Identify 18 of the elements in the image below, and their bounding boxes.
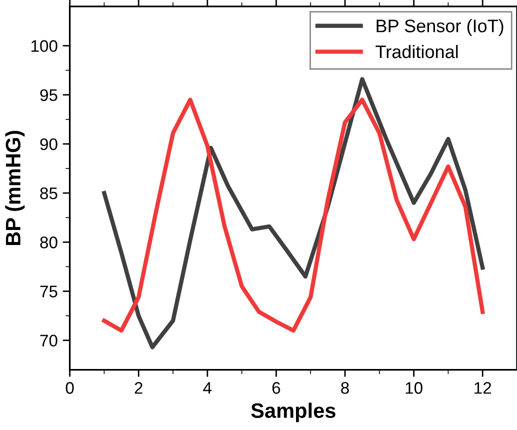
- x-tick-label: 12: [474, 382, 492, 394]
- x-tick-label: 6: [272, 382, 280, 394]
- y-tick-label: 90: [40, 138, 58, 150]
- x-axis-title: Samples: [251, 402, 336, 422]
- y-tick-label: 75: [40, 286, 58, 298]
- x-tick-label: 0: [66, 382, 74, 394]
- y-tick-label: 95: [40, 89, 58, 102]
- legend-label: Traditional: [376, 44, 458, 58]
- x-tick-label: 2: [134, 382, 142, 394]
- y-tick-label: 80: [40, 236, 58, 248]
- x-tick-label: 4: [203, 382, 212, 394]
- y-tick-label: 70: [40, 334, 58, 347]
- legend-label: BP Sensor (IoT): [376, 19, 504, 36]
- y-tick-label: 85: [40, 187, 58, 200]
- x-tick-label: 8: [341, 382, 349, 394]
- y-axis-title: BP (mmHG): [5, 130, 25, 245]
- x-tick-label: 10: [406, 382, 422, 394]
- y-tick-label: 100: [31, 40, 58, 52]
